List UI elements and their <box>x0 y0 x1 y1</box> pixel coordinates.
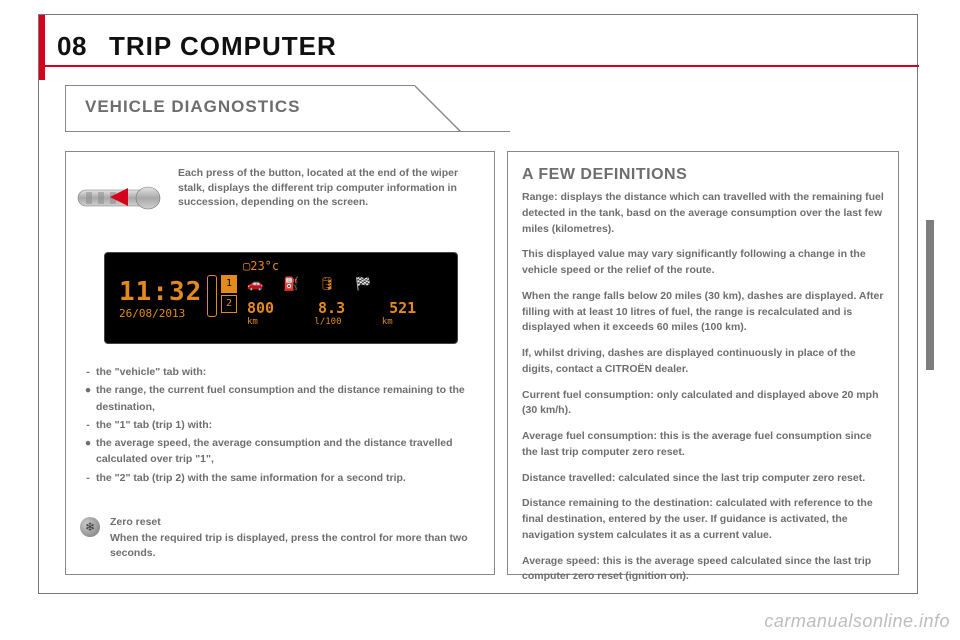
display-tab-1: 1 <box>221 275 237 293</box>
bullet-text: the range, the current fuel consumption … <box>96 382 482 415</box>
bullet-row: -the "1" tab (trip 1) with: <box>80 417 482 433</box>
bullet-marker: - <box>80 364 96 380</box>
definition-paragraph: Distance travelled: calculated since the… <box>522 471 884 487</box>
definitions-title: A FEW DEFINITIONS <box>522 166 884 184</box>
zero-reset-note: ❄ Zero reset When the required trip is d… <box>80 515 482 562</box>
display-unit-range: km <box>247 317 309 327</box>
display-time: 11:32 <box>119 277 202 307</box>
tab-diagonal-fill <box>414 86 459 131</box>
display-unit-consumption: l/100 <box>314 317 376 327</box>
display-values-row: 800 8.3 521 <box>247 299 439 317</box>
definitions-panel: A FEW DEFINITIONS Range: displays the di… <box>507 151 899 575</box>
section-number: 08 <box>57 31 87 62</box>
section-title: TRIP COMPUTER <box>109 31 337 62</box>
bullet-text: the "2" tab (trip 2) with the same infor… <box>96 470 482 486</box>
bullet-marker: - <box>80 470 96 486</box>
bullet-row: -the "2" tab (trip 2) with the same info… <box>80 470 482 486</box>
tab-description-list: -the "vehicle" tab with:●the range, the … <box>80 364 482 488</box>
definition-paragraph: Distance remaining to the destination: c… <box>522 496 884 543</box>
definition-paragraph: Range: displays the distance which can t… <box>522 190 884 237</box>
zero-reset-title: Zero reset <box>110 515 482 531</box>
left-panel: Each press of the button, located at the… <box>65 151 495 575</box>
zero-reset-text: Zero reset When the required trip is dis… <box>110 515 482 562</box>
display-date: 26/08/2013 <box>119 307 185 320</box>
definition-paragraph: This displayed value may vary significan… <box>522 247 884 279</box>
wiper-stalk-illustration <box>76 164 172 224</box>
bullet-row: ●the average speed, the average consumpt… <box>80 435 482 468</box>
bullet-marker: ● <box>80 435 96 468</box>
bullet-text: the "vehicle" tab with: <box>96 364 482 380</box>
watermark: carmanualsonline.info <box>764 611 950 632</box>
definition-paragraph: Average fuel consumption: this is the av… <box>522 429 884 461</box>
snowflake-icon: ❄ <box>80 517 100 537</box>
display-inner: ▢23°c 11:32 26/08/2013 1 2 🚗 ⛽ 🛢 🏁 800 8… <box>113 261 449 335</box>
bullet-marker: ● <box>80 382 96 415</box>
definition-paragraph: Current fuel consumption: only calculate… <box>522 388 884 420</box>
tab-baseline <box>65 131 510 132</box>
bullet-row: ●the range, the current fuel consumption… <box>80 382 482 415</box>
trip-computer-display: ▢23°c 11:32 26/08/2013 1 2 🚗 ⛽ 🛢 🏁 800 8… <box>104 252 458 344</box>
display-temp-value: 23°c <box>250 259 279 273</box>
display-temp: ▢23°c <box>243 259 279 273</box>
definitions-body: Range: displays the distance which can t… <box>522 190 884 585</box>
red-side-accent <box>39 15 45 80</box>
display-value-consumption: 8.3 <box>318 299 380 317</box>
bullet-row: -the "vehicle" tab with: <box>80 364 482 380</box>
subsection-tab: VEHICLE DIAGNOSTICS <box>65 85 415 131</box>
zero-reset-body: When the required trip is displayed, pre… <box>110 531 482 563</box>
display-value-range: 800 <box>247 299 309 317</box>
manual-page: 08 TRIP COMPUTER VEHICLE DIAGNOSTICS <box>38 14 918 594</box>
page-side-tab <box>926 220 934 370</box>
bullet-text: the average speed, the average consumpti… <box>96 435 482 468</box>
bullet-marker: - <box>80 417 96 433</box>
header-red-rule <box>39 65 919 67</box>
bullet-text: the "1" tab (trip 1) with: <box>96 417 482 433</box>
definition-paragraph: Average speed: this is the average speed… <box>522 554 884 586</box>
display-car-column-icon <box>207 275 217 317</box>
display-tab-2: 2 <box>221 295 237 313</box>
definition-paragraph: When the range falls below 20 miles (30 … <box>522 289 884 336</box>
display-value-distance: 521 <box>389 299 439 317</box>
stalk-description: Each press of the button, located at the… <box>178 166 478 210</box>
display-unit-distance: km <box>382 317 432 327</box>
display-units-row: km l/100 km <box>247 317 432 327</box>
tab-label: VEHICLE DIAGNOSTICS <box>85 97 300 117</box>
definition-paragraph: If, whilst driving, dashes are displayed… <box>522 346 884 378</box>
display-tab-selector: 1 2 <box>221 275 237 315</box>
display-icon-row: 🚗 ⛽ 🛢 🏁 <box>247 277 378 292</box>
